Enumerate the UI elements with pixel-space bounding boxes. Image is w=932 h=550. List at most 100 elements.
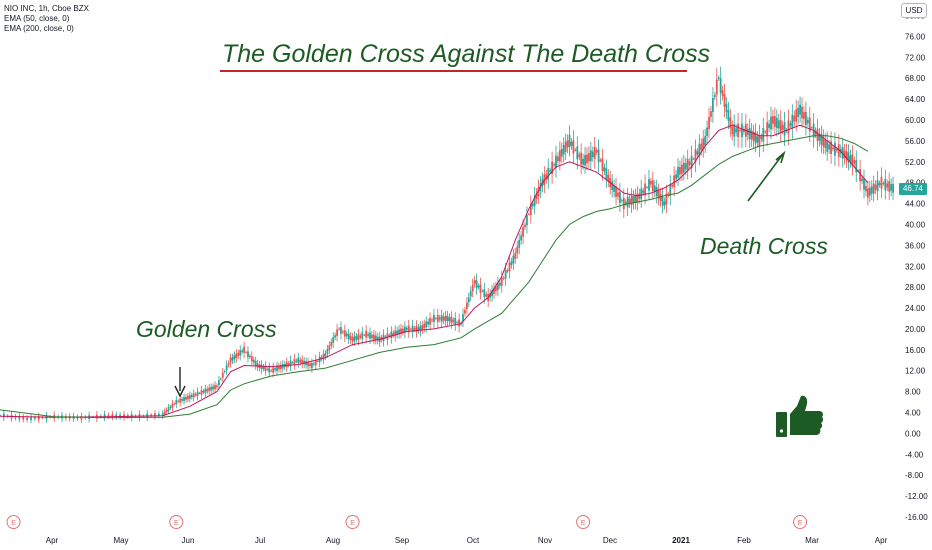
candle-body — [409, 328, 412, 330]
candle-body — [334, 335, 337, 338]
candle-body — [847, 152, 850, 163]
candle-body — [272, 367, 275, 373]
candle-body — [450, 316, 453, 324]
candle-body — [398, 329, 400, 335]
candle-body — [638, 193, 641, 199]
candle-body — [411, 325, 414, 333]
candle-body — [285, 362, 288, 368]
candle-body — [192, 393, 195, 398]
candle-body — [111, 414, 114, 418]
candle-body — [570, 141, 573, 146]
candle-body — [739, 130, 741, 131]
candle-body — [179, 398, 182, 403]
candle-body — [669, 184, 672, 196]
candle-body — [882, 183, 885, 185]
candle-body — [659, 194, 662, 201]
candle-body — [433, 314, 435, 323]
candle-body — [731, 126, 734, 135]
candle-body — [681, 164, 683, 174]
symbol-info: NIO INC, 1h, Cboe BZX — [4, 4, 89, 13]
candle-body — [231, 357, 234, 361]
candle-body — [787, 120, 790, 135]
candle-body — [359, 335, 362, 338]
x-tick-label: Aug — [326, 536, 340, 545]
candle-body — [872, 183, 875, 194]
candle-body — [467, 297, 470, 303]
candle-body — [200, 390, 203, 395]
candle-body — [415, 325, 418, 333]
candle-body — [427, 321, 430, 325]
candle-body — [374, 335, 377, 341]
candle-body — [589, 150, 592, 162]
candle-body — [326, 349, 329, 354]
candle-body — [865, 185, 867, 192]
candle-body — [619, 192, 621, 204]
candle-body — [14, 416, 17, 419]
candle-body — [196, 391, 199, 397]
candle-body — [469, 291, 472, 297]
candle-body — [400, 328, 402, 334]
earnings-marker — [345, 515, 360, 529]
candle-body — [557, 156, 559, 162]
candle-body — [866, 188, 869, 198]
candle-body — [279, 364, 282, 370]
x-axis: Apr May Jun Jul Aug Sep Oct Nov Dec 2021 Feb Mar Apr — [46, 536, 888, 545]
candle-body — [223, 371, 226, 372]
candle-body — [599, 159, 602, 161]
candle-body — [597, 149, 600, 163]
candle-body — [405, 327, 408, 330]
candle-body — [756, 136, 759, 143]
chart-title: The Golden Cross Against The Death Cross — [222, 40, 711, 68]
candle-body — [545, 174, 548, 180]
candle-body — [247, 351, 249, 358]
candle-body — [198, 393, 201, 394]
candle-body — [303, 360, 306, 365]
candle-body — [322, 353, 325, 360]
candle-body — [617, 192, 619, 197]
candle-body — [564, 141, 567, 152]
candle-body — [495, 286, 497, 292]
candle-body — [349, 335, 352, 340]
earnings-marker — [793, 515, 808, 529]
candle-body — [276, 366, 278, 371]
candle-body — [766, 122, 769, 136]
candle-body — [252, 359, 255, 363]
candle-body — [341, 331, 344, 333]
candle-body — [775, 117, 778, 129]
candle-body — [423, 323, 426, 329]
candle-body — [429, 318, 431, 325]
candle-body — [524, 224, 526, 228]
candle-body — [529, 204, 532, 215]
candle-body — [336, 329, 338, 336]
candle-body — [214, 385, 216, 390]
candle-body — [504, 270, 507, 279]
candle-body — [640, 188, 643, 200]
candle-body — [289, 360, 292, 367]
candle-body — [310, 362, 313, 369]
y-tick-label: -4.00 — [905, 450, 924, 459]
candle-body — [781, 125, 784, 130]
candle-body — [648, 179, 650, 191]
earnings-marker — [6, 515, 21, 529]
candle-body — [636, 193, 639, 203]
candle-body — [173, 403, 176, 405]
candle-body — [773, 116, 776, 127]
candle-body — [880, 176, 883, 189]
candle-body — [183, 397, 185, 401]
candle-body — [157, 413, 160, 416]
candle-body — [535, 193, 538, 199]
candle-body — [181, 398, 183, 401]
candle-body — [434, 318, 437, 319]
candle-body — [250, 356, 253, 362]
x-tick-label: Apr — [875, 536, 888, 545]
candle-body — [527, 214, 530, 215]
candle-body — [706, 127, 708, 137]
candle-body — [520, 235, 523, 241]
candle-body — [700, 143, 703, 151]
candle-body — [741, 123, 743, 138]
currency-badge[interactable]: USD — [901, 3, 927, 18]
candle-body — [260, 364, 263, 370]
candle-body — [440, 315, 443, 322]
y-tick-label: 44.00 — [905, 200, 926, 209]
